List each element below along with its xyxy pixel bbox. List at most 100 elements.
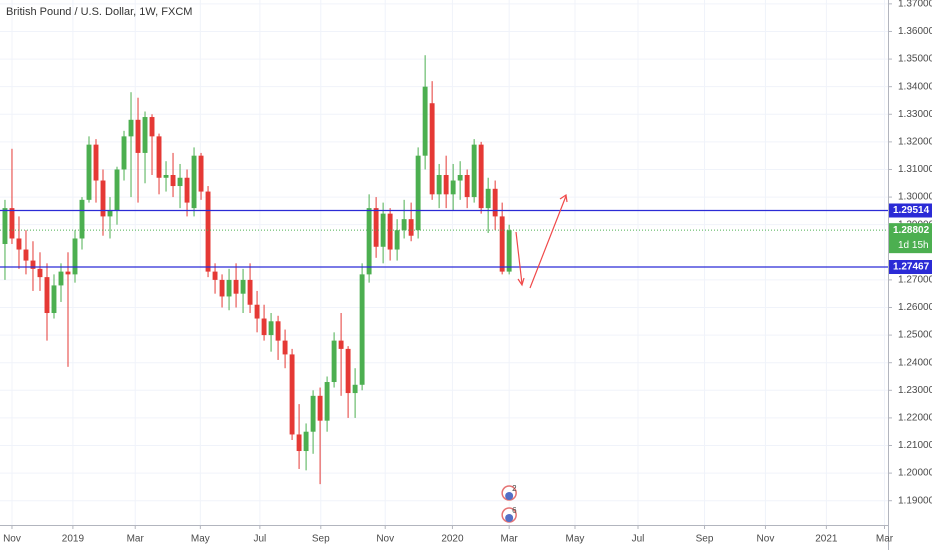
- x-tick-label: 2021: [815, 534, 838, 545]
- x-tick-label: Nov: [3, 534, 21, 545]
- candle-body: [128, 119, 134, 137]
- candle-body: [303, 431, 309, 452]
- candle-body: [149, 117, 155, 137]
- x-tick-label: 2020: [441, 534, 464, 545]
- candle-body: [79, 199, 85, 239]
- candle-body: [191, 155, 197, 209]
- candle-body: [198, 155, 204, 192]
- candle-body: [261, 318, 267, 336]
- y-tick-label: 1.23000: [898, 385, 932, 396]
- candle-body: [457, 175, 463, 181]
- x-tick-label: Nov: [376, 534, 394, 545]
- candle-body: [114, 169, 120, 211]
- y-tick-label: 1.37000: [898, 0, 932, 10]
- candle-body: [212, 271, 218, 280]
- candle-body: [310, 395, 316, 432]
- candle-body: [30, 260, 36, 269]
- candle-body: [37, 268, 43, 278]
- candle-body: [233, 279, 239, 294]
- candle-body: [9, 208, 15, 239]
- y-tick-label: 1.19000: [898, 495, 932, 506]
- y-tick-label: 1.24000: [898, 357, 932, 368]
- x-tick-label: Mar: [127, 534, 145, 545]
- event-flag: [505, 492, 514, 500]
- candle-body: [16, 238, 22, 250]
- chart-title: British Pound / U.S. Dollar, 1W, FXCM: [6, 6, 192, 18]
- candle-body: [170, 175, 176, 187]
- candle-body: [436, 175, 442, 195]
- candle-body: [506, 230, 512, 272]
- x-tick-label: Jul: [632, 534, 645, 545]
- forecast-arrows: [515, 193, 568, 289]
- candle-body: [296, 434, 302, 452]
- candle-body: [121, 136, 127, 170]
- x-tick-label: Mar: [501, 534, 519, 545]
- candle-body: [352, 384, 358, 394]
- arrow-up: [529, 193, 568, 289]
- candle-body: [65, 271, 71, 275]
- candle-body: [317, 395, 323, 421]
- candle-body: [44, 277, 50, 314]
- y-tick-label: 1.34000: [898, 81, 932, 92]
- level-label: 1.27467: [893, 262, 930, 273]
- x-tick-label: 2019: [62, 534, 85, 545]
- candle-body: [2, 208, 8, 245]
- y-tick-label: 1.21000: [898, 440, 932, 451]
- x-tick-label: Nov: [757, 534, 775, 545]
- price-countdown: 1d 15h: [898, 240, 929, 251]
- level-label-bg: [889, 203, 932, 218]
- candle-body: [135, 119, 141, 153]
- y-tick-label: 1.31000: [898, 164, 932, 175]
- candle-body: [359, 274, 365, 385]
- candle-body: [345, 348, 351, 394]
- candle-body: [93, 144, 99, 181]
- y-tick-label: 1.22000: [898, 413, 932, 424]
- candle-body: [254, 304, 260, 319]
- candle-body: [415, 155, 421, 231]
- candle-body: [450, 180, 456, 195]
- candle-body: [156, 136, 162, 178]
- candle-body: [86, 144, 92, 200]
- candle-body: [275, 321, 281, 341]
- candle-body: [226, 279, 232, 297]
- candle-body: [184, 177, 190, 203]
- candle-body: [387, 213, 393, 250]
- y-tick-label: 1.33000: [898, 109, 932, 120]
- candle-body: [331, 340, 337, 383]
- candle-body: [107, 210, 113, 217]
- candle-body: [324, 382, 330, 421]
- candle-body: [268, 321, 274, 336]
- candle-body: [429, 103, 435, 195]
- x-tick-label: Jul: [253, 534, 266, 545]
- level-label-bg: [889, 259, 932, 274]
- candle-body: [289, 354, 295, 435]
- x-tick-label: May: [566, 534, 585, 545]
- candle-body: [478, 144, 484, 209]
- level-label: 1.29514: [893, 205, 930, 216]
- candle-body: [408, 219, 414, 236]
- candle-body: [51, 285, 57, 314]
- candle-body: [366, 208, 372, 275]
- candle-body: [142, 117, 148, 153]
- y-tick-label: 1.20000: [898, 468, 932, 479]
- arrow-down: [515, 231, 525, 287]
- candle-body: [373, 208, 379, 247]
- x-tick-label: May: [191, 534, 210, 545]
- candle-body: [219, 279, 225, 297]
- event-count: 6: [512, 506, 517, 515]
- candle-body: [100, 180, 106, 217]
- y-tick-label: 1.27000: [898, 275, 932, 286]
- candle-body: [471, 144, 477, 198]
- candle-body: [163, 175, 169, 178]
- y-tick-label: 1.26000: [898, 302, 932, 313]
- candle-body: [394, 230, 400, 250]
- candle-body: [401, 219, 407, 231]
- candle-body: [338, 340, 344, 349]
- grid: [0, 0, 888, 525]
- candle-body: [499, 216, 505, 272]
- y-tick-label: 1.30000: [898, 192, 932, 203]
- candle-body: [72, 238, 78, 275]
- candle-body: [492, 188, 498, 217]
